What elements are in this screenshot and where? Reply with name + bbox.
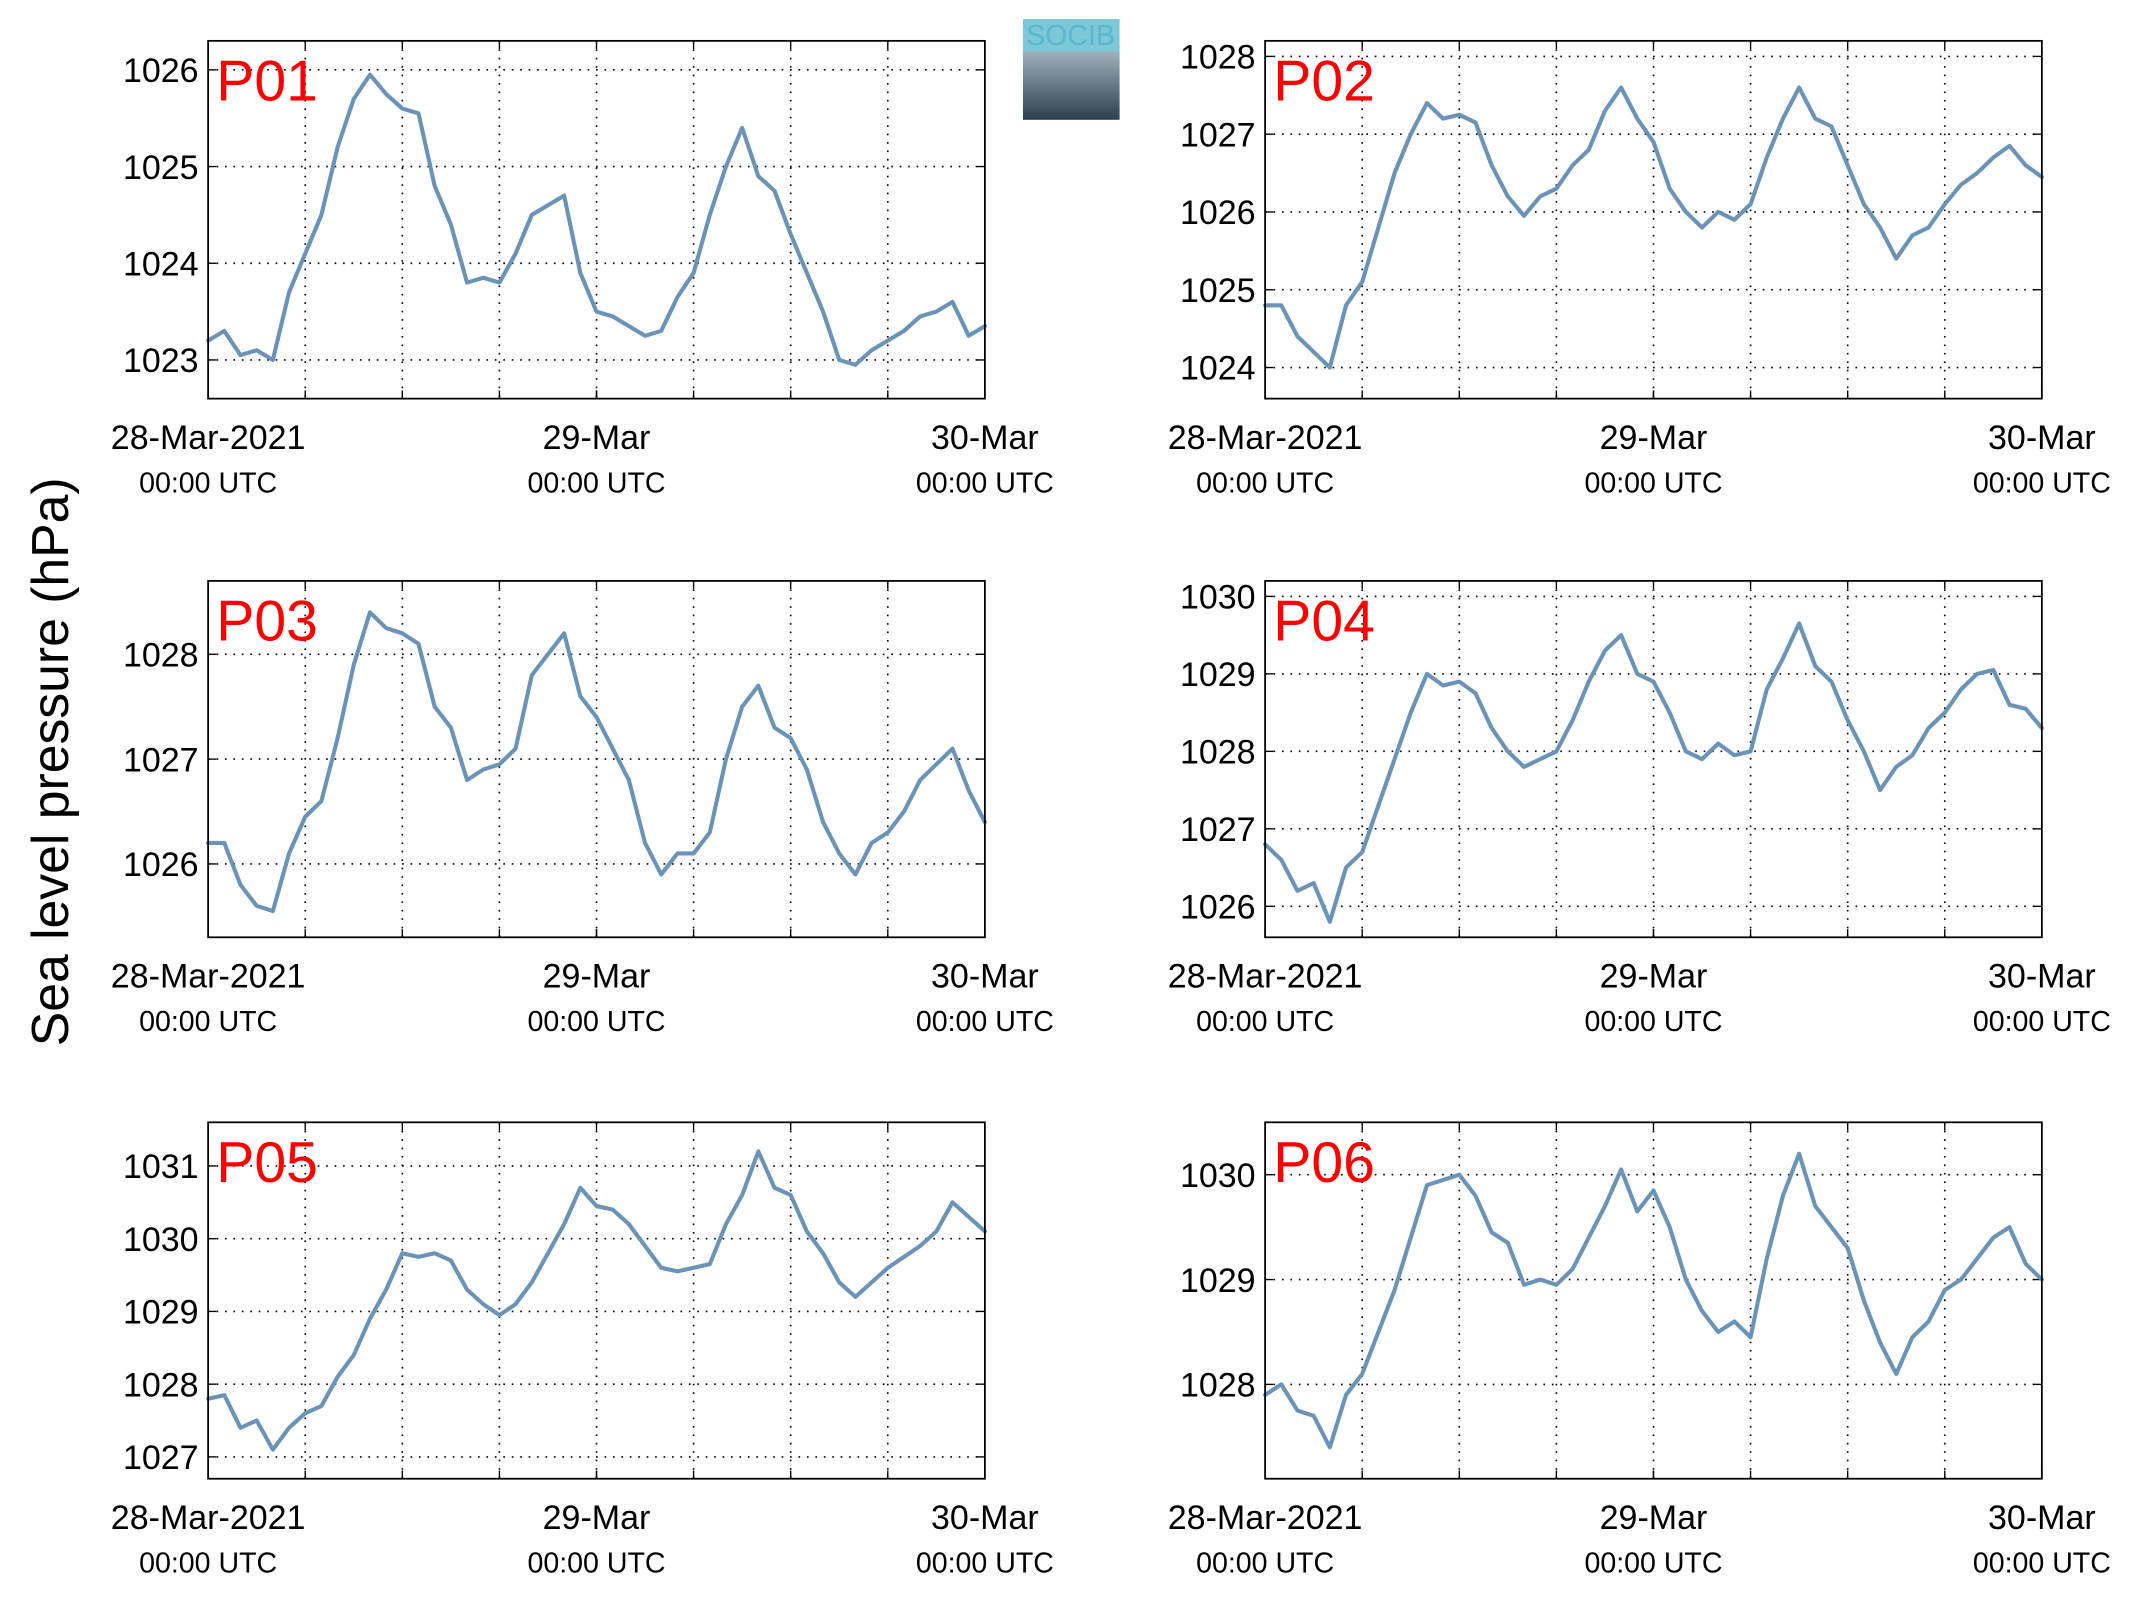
- y-tick-label: 1026: [1180, 889, 1256, 927]
- y-tick-label: 1028: [123, 1366, 199, 1404]
- y-tick-label: 1026: [1180, 194, 1256, 232]
- line-series: [1263, 1151, 2044, 1450]
- x-tick-label: 29-Mar: [543, 958, 651, 996]
- y-tick-label: 1026: [123, 52, 199, 90]
- x-tick-label: 29-Mar: [1600, 419, 1708, 457]
- y-tick-label: 1029: [1180, 1262, 1256, 1300]
- x-tick-label: 00:00 UTC: [1196, 1548, 1334, 1580]
- x-tick-label: 28-Mar-2021: [111, 958, 306, 996]
- x-tick-label: 00:00 UTC: [1973, 1006, 2111, 1038]
- chart-title: P01: [216, 50, 318, 114]
- x-tick-label: 30-Mar: [1988, 958, 2096, 996]
- x-tick-label: 00:00 UTC: [1584, 1006, 1722, 1038]
- x-tick-label: 30-Mar: [1988, 1499, 2096, 1537]
- line-series: [1263, 85, 2044, 370]
- x-tick-label: 00:00 UTC: [1196, 467, 1334, 499]
- chart-title: P05: [216, 1131, 318, 1195]
- chart-title: P02: [1273, 50, 1375, 114]
- x-tick-label: 00:00 UTC: [1196, 1006, 1334, 1038]
- x-tick-label: 00:00 UTC: [916, 1548, 1054, 1580]
- x-tick-label: 28-Mar-2021: [1168, 958, 1363, 996]
- x-tick-label: 29-Mar: [1600, 958, 1708, 996]
- x-tick-label: 00:00 UTC: [139, 1006, 277, 1038]
- y-tick-label: 1030: [1180, 1157, 1256, 1195]
- line-series: [206, 72, 987, 367]
- x-tick-label: 00:00 UTC: [1973, 1548, 2111, 1580]
- y-tick-label: 1026: [123, 846, 199, 884]
- chart-title: P03: [216, 590, 318, 654]
- plot-frame: [207, 1121, 986, 1480]
- y-tick-label: 1027: [123, 1439, 199, 1477]
- x-tick-label: 00:00 UTC: [1973, 467, 2111, 499]
- x-tick-label: 00:00 UTC: [916, 1006, 1054, 1038]
- x-tick-label: 30-Mar: [1988, 419, 2096, 457]
- logo: [1022, 51, 1120, 120]
- y-tick-label: 1027: [123, 741, 199, 779]
- line-series: [206, 610, 987, 914]
- x-tick-label: 00:00 UTC: [139, 1548, 277, 1580]
- x-tick-label: 00:00 UTC: [1584, 1548, 1722, 1580]
- x-tick-label: 00:00 UTC: [916, 467, 1054, 499]
- y-tick-label: 1024: [123, 245, 199, 283]
- line-series: [206, 1149, 987, 1452]
- x-tick-label: 29-Mar: [1600, 1499, 1708, 1537]
- y-tick-label: 1025: [123, 149, 199, 187]
- x-tick-label: 00:00 UTC: [527, 1006, 665, 1038]
- y-tick-label: 1031: [123, 1148, 199, 1186]
- x-tick-label: 28-Mar-2021: [111, 1499, 306, 1537]
- chart-title: P06: [1273, 1131, 1375, 1195]
- y-tick-label: 1028: [1180, 1367, 1256, 1405]
- plot-frame: [207, 39, 986, 400]
- x-tick-label: 00:00 UTC: [527, 467, 665, 499]
- y-axis-label: Sea level pressure (hPa): [21, 477, 79, 1046]
- x-tick-label: 30-Mar: [931, 419, 1039, 457]
- y-tick-label: 1028: [1180, 39, 1256, 77]
- y-tick-label: 1030: [123, 1221, 199, 1259]
- chart-title: P04: [1273, 590, 1375, 654]
- x-tick-label: 28-Mar-2021: [111, 419, 306, 457]
- plot-frame: [1264, 1121, 2043, 1480]
- y-tick-label: 1029: [123, 1294, 199, 1332]
- x-tick-label: 28-Mar-2021: [1168, 1499, 1363, 1537]
- x-tick-label: 29-Mar: [543, 419, 651, 457]
- y-tick-label: 1025: [1180, 272, 1256, 310]
- x-tick-label: 29-Mar: [543, 1499, 651, 1537]
- x-tick-label: 28-Mar-2021: [1168, 419, 1363, 457]
- y-tick-label: 1023: [123, 342, 199, 380]
- y-tick-label: 1027: [1180, 811, 1256, 849]
- x-tick-label: 30-Mar: [931, 958, 1039, 996]
- line-series: [1263, 621, 2044, 924]
- x-tick-label: 00:00 UTC: [1584, 467, 1722, 499]
- logo-text: SOCIB: [1026, 20, 1115, 52]
- x-tick-label: 30-Mar: [931, 1499, 1039, 1537]
- x-tick-label: 00:00 UTC: [139, 467, 277, 499]
- plot-frame: [207, 580, 986, 939]
- y-tick-label: 1030: [1180, 579, 1256, 617]
- y-tick-label: 1027: [1180, 116, 1256, 154]
- y-tick-label: 1028: [123, 637, 199, 675]
- y-tick-label: 1024: [1180, 350, 1256, 388]
- plot-frame: [1264, 580, 2043, 939]
- y-tick-label: 1028: [1180, 734, 1256, 772]
- y-tick-label: 1029: [1180, 656, 1256, 694]
- x-tick-label: 00:00 UTC: [527, 1548, 665, 1580]
- plot-frame: [1264, 39, 2043, 400]
